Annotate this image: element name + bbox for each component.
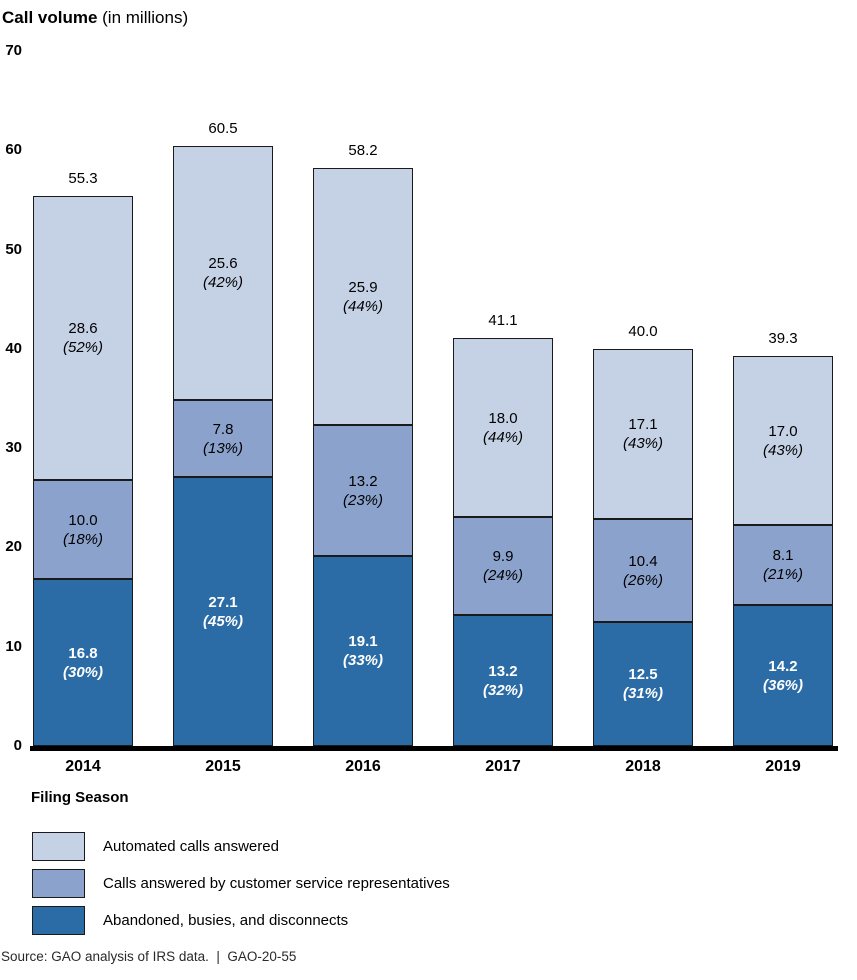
bar-segment-csr-2014: 10.0 (18%) bbox=[33, 480, 133, 579]
bar-2018: 17.1 (43%) 10.4 (26%) 12.5 (31%) bbox=[593, 349, 693, 746]
segment-percent-label: (31%) bbox=[622, 685, 663, 702]
x-axis-title: Filing Season bbox=[31, 789, 129, 806]
legend-swatch-automated bbox=[32, 832, 85, 861]
segment-value-label: 13.2 bbox=[348, 472, 378, 490]
y-axis-tick-label-0: 0 bbox=[13, 737, 22, 754]
segment-value-label: 10.0 bbox=[68, 511, 98, 529]
legend-item-csr: Calls answered by customer service repre… bbox=[32, 869, 632, 898]
segment-percent-label: (13%) bbox=[202, 439, 243, 457]
legend-item-abandoned: Abandoned, busies, and disconnects bbox=[32, 906, 632, 935]
segment-percent-label: (23%) bbox=[342, 491, 383, 509]
bar-total-label-2018: 40.0 bbox=[628, 323, 658, 340]
chart-title-main: Call volume bbox=[2, 8, 98, 27]
y-axis-tick-label-50: 50 bbox=[5, 240, 22, 258]
chart-legend: Automated calls answered Calls answered b… bbox=[32, 832, 632, 943]
segment-percent-label: (44%) bbox=[482, 428, 523, 446]
segment-percent-label: (44%) bbox=[342, 297, 383, 315]
bar-segment-csr-2016: 13.2 (23%) bbox=[313, 425, 413, 556]
segment-value-label: 16.8 bbox=[68, 644, 98, 662]
bar-segment-abandoned-2017: 13.2 (32%) bbox=[453, 615, 553, 746]
bar-2017: 18.0 (44%) 9.9 (24%) 13.2 (32%) bbox=[453, 338, 553, 746]
x-axis-category-label-2018: 2018 bbox=[625, 758, 661, 775]
segment-value-label: 7.8 bbox=[212, 420, 234, 438]
bar-segment-automated-2017: 18.0 (44%) bbox=[453, 338, 553, 517]
y-axis-tick-label-20: 20 bbox=[5, 538, 22, 556]
bar-segment-csr-2015: 7.8 (13%) bbox=[173, 400, 273, 477]
bar-2014: 28.6 (52%) 10.0 (18%) 16.8 (30%) bbox=[33, 196, 133, 746]
segment-percent-label: (43%) bbox=[622, 435, 663, 452]
y-axis-tick-label-70: 70 bbox=[5, 42, 22, 59]
bar-segment-csr-2019: 8.1 (21%) bbox=[733, 525, 833, 605]
segment-percent-label: (36%) bbox=[762, 676, 803, 694]
bar-segment-abandoned-2014: 16.8 (30%) bbox=[33, 579, 133, 746]
bar-2019: 17.0 (43%) 8.1 (21%) 14.2 (36%) bbox=[733, 356, 833, 746]
y-axis-tick-label-40: 40 bbox=[5, 339, 22, 357]
segment-percent-label: (30%) bbox=[62, 663, 103, 681]
x-axis-category-label-2019: 2019 bbox=[765, 758, 801, 775]
segment-value-label: 9.9 bbox=[492, 548, 514, 565]
y-axis-tick-label-60: 60 bbox=[5, 141, 22, 159]
bar-segment-csr-2017: 9.9 (24%) bbox=[453, 517, 553, 615]
segment-value-label: 12.5 bbox=[628, 666, 658, 683]
segment-value-label: 27.1 bbox=[208, 593, 238, 611]
bar-segment-automated-2014: 28.6 (52%) bbox=[33, 196, 133, 480]
segment-value-label: 18.0 bbox=[488, 409, 518, 427]
segment-percent-label: (52%) bbox=[62, 339, 103, 356]
bar-total-label-2014: 55.3 bbox=[68, 170, 98, 187]
segment-value-label: 25.9 bbox=[348, 278, 378, 296]
legend-label-abandoned: Abandoned, busies, and disconnects bbox=[103, 912, 349, 929]
segment-value-label: 17.1 bbox=[628, 416, 658, 433]
segment-value-label: 8.1 bbox=[772, 547, 794, 564]
bar-segment-abandoned-2019: 14.2 (36%) bbox=[733, 605, 833, 746]
segment-value-label: 25.6 bbox=[208, 255, 238, 272]
bar-segment-abandoned-2018: 12.5 (31%) bbox=[593, 622, 693, 746]
segment-value-label: 13.2 bbox=[488, 662, 518, 680]
legend-label-automated: Automated calls answered bbox=[103, 838, 279, 855]
bar-total-label-2016: 58.2 bbox=[348, 142, 378, 159]
legend-label-csr: Calls answered by customer service repre… bbox=[103, 875, 450, 892]
segment-percent-label: (21%) bbox=[762, 566, 803, 583]
segment-value-label: 10.4 bbox=[628, 552, 658, 570]
bar-segment-automated-2015: 25.6 (42%) bbox=[173, 146, 273, 400]
segment-percent-label: (24%) bbox=[482, 567, 523, 584]
chart-title-units: (in millions) bbox=[97, 8, 189, 27]
legend-item-automated: Automated calls answered bbox=[32, 832, 632, 861]
segment-value-label: 14.2 bbox=[768, 657, 798, 675]
bar-segment-abandoned-2016: 19.1 (33%) bbox=[313, 556, 413, 746]
bar-2016: 25.9 (44%) 13.2 (23%) 19.1 (33%) bbox=[313, 168, 413, 746]
segment-percent-label: (32%) bbox=[482, 681, 523, 699]
legend-swatch-abandoned bbox=[32, 906, 85, 935]
bar-total-label-2017: 41.1 bbox=[488, 312, 518, 329]
y-axis-tick-label-10: 10 bbox=[5, 637, 22, 655]
bar-segment-abandoned-2015: 27.1 (45%) bbox=[173, 477, 273, 746]
bar-total-label-2015: 60.5 bbox=[208, 120, 238, 137]
x-axis-line bbox=[30, 746, 838, 751]
bar-segment-automated-2018: 17.1 (43%) bbox=[593, 349, 693, 519]
segment-percent-label: (43%) bbox=[762, 441, 803, 459]
bar-2015: 25.6 (42%) 7.8 (13%) 27.1 (45%) bbox=[173, 146, 273, 746]
chart-title: Call volume (in millions) bbox=[2, 8, 188, 28]
x-axis-category-label-2014: 2014 bbox=[65, 758, 101, 775]
segment-value-label: 17.0 bbox=[768, 422, 798, 440]
bar-segment-automated-2019: 17.0 (43%) bbox=[733, 356, 833, 525]
segment-percent-label: (45%) bbox=[202, 612, 243, 630]
x-axis-category-label-2017: 2017 bbox=[485, 758, 521, 775]
source-note: Source: GAO analysis of IRS data. | GAO-… bbox=[1, 949, 297, 964]
segment-value-label: 28.6 bbox=[68, 320, 98, 337]
x-axis-category-label-2015: 2015 bbox=[205, 758, 241, 775]
segment-percent-label: (42%) bbox=[202, 274, 243, 291]
bar-segment-automated-2016: 25.9 (44%) bbox=[313, 168, 413, 425]
bar-total-label-2019: 39.3 bbox=[768, 330, 798, 347]
segment-percent-label: (18%) bbox=[62, 530, 103, 548]
y-axis-tick-label-30: 30 bbox=[5, 439, 22, 457]
legend-swatch-csr bbox=[32, 869, 85, 898]
bar-segment-csr-2018: 10.4 (26%) bbox=[593, 519, 693, 622]
x-axis-category-label-2016: 2016 bbox=[345, 758, 381, 775]
segment-percent-label: (26%) bbox=[622, 571, 663, 589]
segment-value-label: 19.1 bbox=[348, 633, 378, 650]
segment-percent-label: (33%) bbox=[342, 652, 383, 669]
